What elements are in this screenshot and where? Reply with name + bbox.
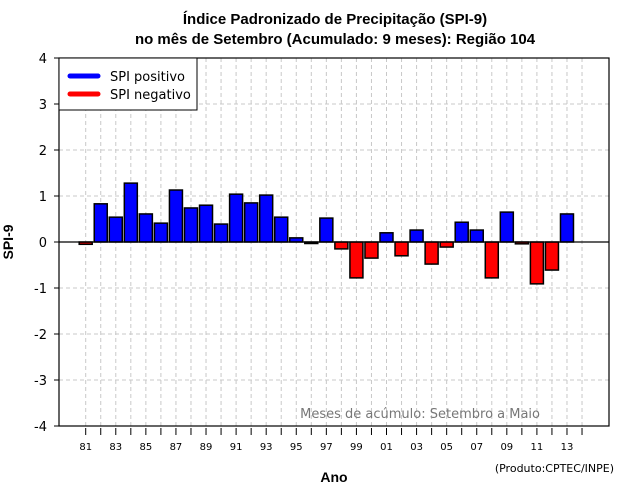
bar-99 — [349, 241, 364, 279]
bar-90 — [213, 223, 229, 243]
x-axis: 81 83 85 87 89 91 93 95 97 99 01 03 05 07 09 11 13 — [79, 428, 583, 453]
bar-95 — [289, 237, 304, 243]
product-credit: (Produto:CPTEC/INPE) — [495, 462, 614, 475]
bar-12 — [544, 241, 560, 271]
x-tick-label: 93 — [260, 442, 273, 453]
bar-83 — [108, 216, 124, 243]
y-tick-label: 4 — [39, 52, 47, 67]
x-tick-label: 97 — [320, 442, 333, 453]
bar-84 — [123, 182, 139, 243]
bar-13 — [559, 213, 575, 243]
y-tick-label: 3 — [39, 98, 47, 113]
bar-93 — [258, 194, 274, 243]
bar-86 — [153, 222, 169, 243]
bar-88 — [183, 207, 199, 243]
x-tick-label: 85 — [139, 442, 152, 453]
legend-label-positive: SPI positivo — [110, 70, 185, 85]
bar-82 — [93, 203, 108, 243]
bar-91 — [228, 193, 244, 243]
y-tick-label: 1 — [39, 190, 47, 205]
y-tick-label: 2 — [39, 144, 47, 159]
x-tick-label: 89 — [200, 442, 213, 453]
x-tick-label: 07 — [470, 442, 483, 453]
y-tick-label: -4 — [34, 420, 47, 435]
bar-01 — [379, 232, 394, 243]
bar-09 — [499, 211, 515, 243]
legend: SPI positivo SPI negativo — [58, 57, 198, 111]
accumulation-annotation: Meses de acúmulo: Setembro a Maio — [300, 407, 540, 422]
x-tick-label: 09 — [500, 442, 513, 453]
bar-11 — [529, 241, 545, 285]
x-tick-label: 01 — [380, 442, 393, 453]
legend-label-negative: SPI negativo — [110, 88, 191, 103]
bar-02 — [394, 241, 409, 257]
x-tick-label: 99 — [350, 442, 363, 453]
bar-85 — [138, 213, 154, 243]
x-tick-label: 03 — [410, 442, 423, 453]
bar-04 — [424, 241, 439, 265]
y-axis-label: SPI-9 — [0, 224, 16, 259]
bar-87 — [168, 189, 184, 243]
x-tick-label: 05 — [440, 442, 453, 453]
bar-06 — [454, 221, 469, 243]
chart-subtitle: no mês de Setembro (Acumulado: 9 meses):… — [135, 31, 536, 48]
bar-94 — [273, 216, 289, 243]
x-tick-label: 87 — [170, 442, 183, 453]
bar-92 — [243, 202, 259, 243]
legend-box — [58, 57, 198, 111]
y-tick-label: -1 — [34, 282, 47, 297]
x-axis-label: Ano — [320, 469, 347, 485]
x-tick-label: 83 — [109, 442, 122, 453]
x-tick-label: 13 — [561, 442, 574, 453]
x-tick-label: 81 — [79, 442, 92, 453]
x-tick-label: 91 — [230, 442, 243, 453]
bar-05 — [439, 241, 454, 248]
bar-07 — [469, 229, 484, 243]
x-tick-label: 11 — [531, 442, 544, 453]
y-tick-label: -2 — [34, 328, 47, 343]
y-tick-label: -3 — [34, 374, 47, 389]
y-axis: 4 3 2 1 0 -1 -2 -3 -4 — [34, 52, 59, 435]
bars — [78, 182, 575, 285]
bar-00 — [364, 241, 379, 259]
x-tick-label: 95 — [290, 442, 303, 453]
bar-97 — [319, 217, 334, 243]
chart-title: Índice Padronizado de Precipitação (SPI-… — [183, 11, 487, 28]
y-tick-label: 0 — [39, 236, 47, 251]
bar-89 — [198, 204, 214, 243]
bar-98 — [334, 241, 349, 250]
bar-03 — [409, 229, 424, 243]
bar-08 — [484, 241, 500, 279]
